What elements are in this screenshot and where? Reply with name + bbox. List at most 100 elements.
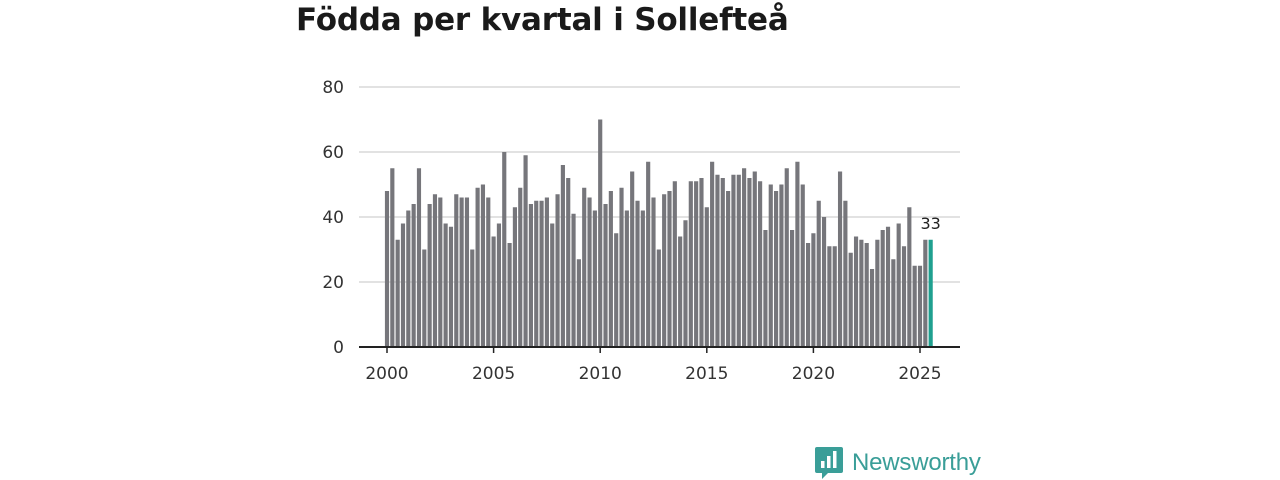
bar xyxy=(816,200,821,347)
bar xyxy=(656,249,661,347)
bar xyxy=(416,168,422,347)
bar xyxy=(742,168,747,347)
bar xyxy=(384,191,390,347)
bar-chart-icon xyxy=(815,447,843,479)
bar xyxy=(763,230,768,347)
bar xyxy=(560,165,565,347)
bar xyxy=(507,243,512,347)
bar xyxy=(646,161,651,347)
bar xyxy=(731,174,736,347)
bar xyxy=(869,269,875,347)
bar xyxy=(795,161,800,347)
bar xyxy=(758,181,763,347)
bar xyxy=(486,197,491,347)
bar xyxy=(464,197,470,347)
y-tick-label: 0 xyxy=(333,338,344,358)
bar xyxy=(875,239,880,347)
bar xyxy=(459,197,464,347)
bar xyxy=(619,187,624,347)
bar xyxy=(907,207,912,347)
bar xyxy=(400,223,406,347)
bar xyxy=(491,236,496,347)
bar xyxy=(624,210,629,347)
bar xyxy=(784,168,789,347)
bars xyxy=(384,119,933,347)
bar xyxy=(480,184,486,347)
bar xyxy=(630,171,635,347)
bar xyxy=(662,194,667,347)
brand-name: Newsworthy xyxy=(852,449,981,476)
y-tick-label: 40 xyxy=(322,208,344,228)
bar xyxy=(427,204,432,347)
bar xyxy=(640,210,645,347)
bar xyxy=(438,197,443,347)
bar xyxy=(571,213,576,347)
bar xyxy=(528,204,533,347)
x-tick-label: 2005 xyxy=(472,364,515,384)
bar xyxy=(651,197,656,347)
bar xyxy=(843,200,848,347)
bar xyxy=(608,191,613,347)
bar xyxy=(710,161,715,347)
bar xyxy=(891,259,896,347)
bar xyxy=(443,223,448,347)
bar xyxy=(912,265,917,347)
bar xyxy=(736,174,741,347)
x-tick-label: 2000 xyxy=(365,364,408,384)
bar xyxy=(923,239,928,347)
bar xyxy=(635,200,640,347)
x-tick-label: 2020 xyxy=(792,364,835,384)
bar xyxy=(598,119,603,347)
bar xyxy=(448,226,454,347)
bar xyxy=(523,155,528,347)
bar xyxy=(566,178,571,347)
bar xyxy=(859,239,864,347)
bar xyxy=(837,171,843,347)
bar xyxy=(821,217,827,347)
y-tick-label: 20 xyxy=(322,273,344,293)
bar xyxy=(694,181,699,347)
bar xyxy=(587,197,592,347)
x-tick-label: 2010 xyxy=(579,364,622,384)
bar xyxy=(672,181,677,347)
bar xyxy=(534,200,539,347)
bar xyxy=(470,249,475,347)
bar-highlight xyxy=(928,239,933,347)
bar xyxy=(726,191,731,347)
tick-labels: 0 20 40 60 80 33 2000 2005 2010 2015 2020 2025 xyxy=(322,78,941,384)
newsworthy-logo[interactable]: Newsworthy xyxy=(814,446,981,480)
bar xyxy=(395,239,400,347)
bar xyxy=(550,223,555,347)
bar xyxy=(512,207,517,347)
y-tick-label: 60 xyxy=(322,143,344,163)
bar xyxy=(811,233,816,347)
bar xyxy=(592,210,597,347)
bar xyxy=(502,152,507,347)
bar xyxy=(774,191,779,347)
bar xyxy=(454,194,459,347)
bar xyxy=(768,184,773,347)
bar xyxy=(544,197,549,347)
bar xyxy=(475,187,480,347)
bar xyxy=(827,246,832,347)
bar xyxy=(683,220,688,347)
bar xyxy=(880,230,885,347)
bar xyxy=(667,191,672,347)
bar xyxy=(518,187,523,347)
bar xyxy=(715,174,720,347)
bar xyxy=(688,181,693,347)
bar xyxy=(704,207,709,347)
bar xyxy=(805,243,811,347)
bar xyxy=(896,223,901,347)
bar xyxy=(406,210,411,347)
bar xyxy=(432,194,438,347)
bar xyxy=(720,178,725,347)
bar xyxy=(555,194,560,347)
bar xyxy=(790,230,795,347)
bar xyxy=(496,223,502,347)
bar xyxy=(901,246,907,347)
x-tick-label: 2015 xyxy=(685,364,728,384)
bar xyxy=(853,236,859,347)
bar xyxy=(752,171,757,347)
